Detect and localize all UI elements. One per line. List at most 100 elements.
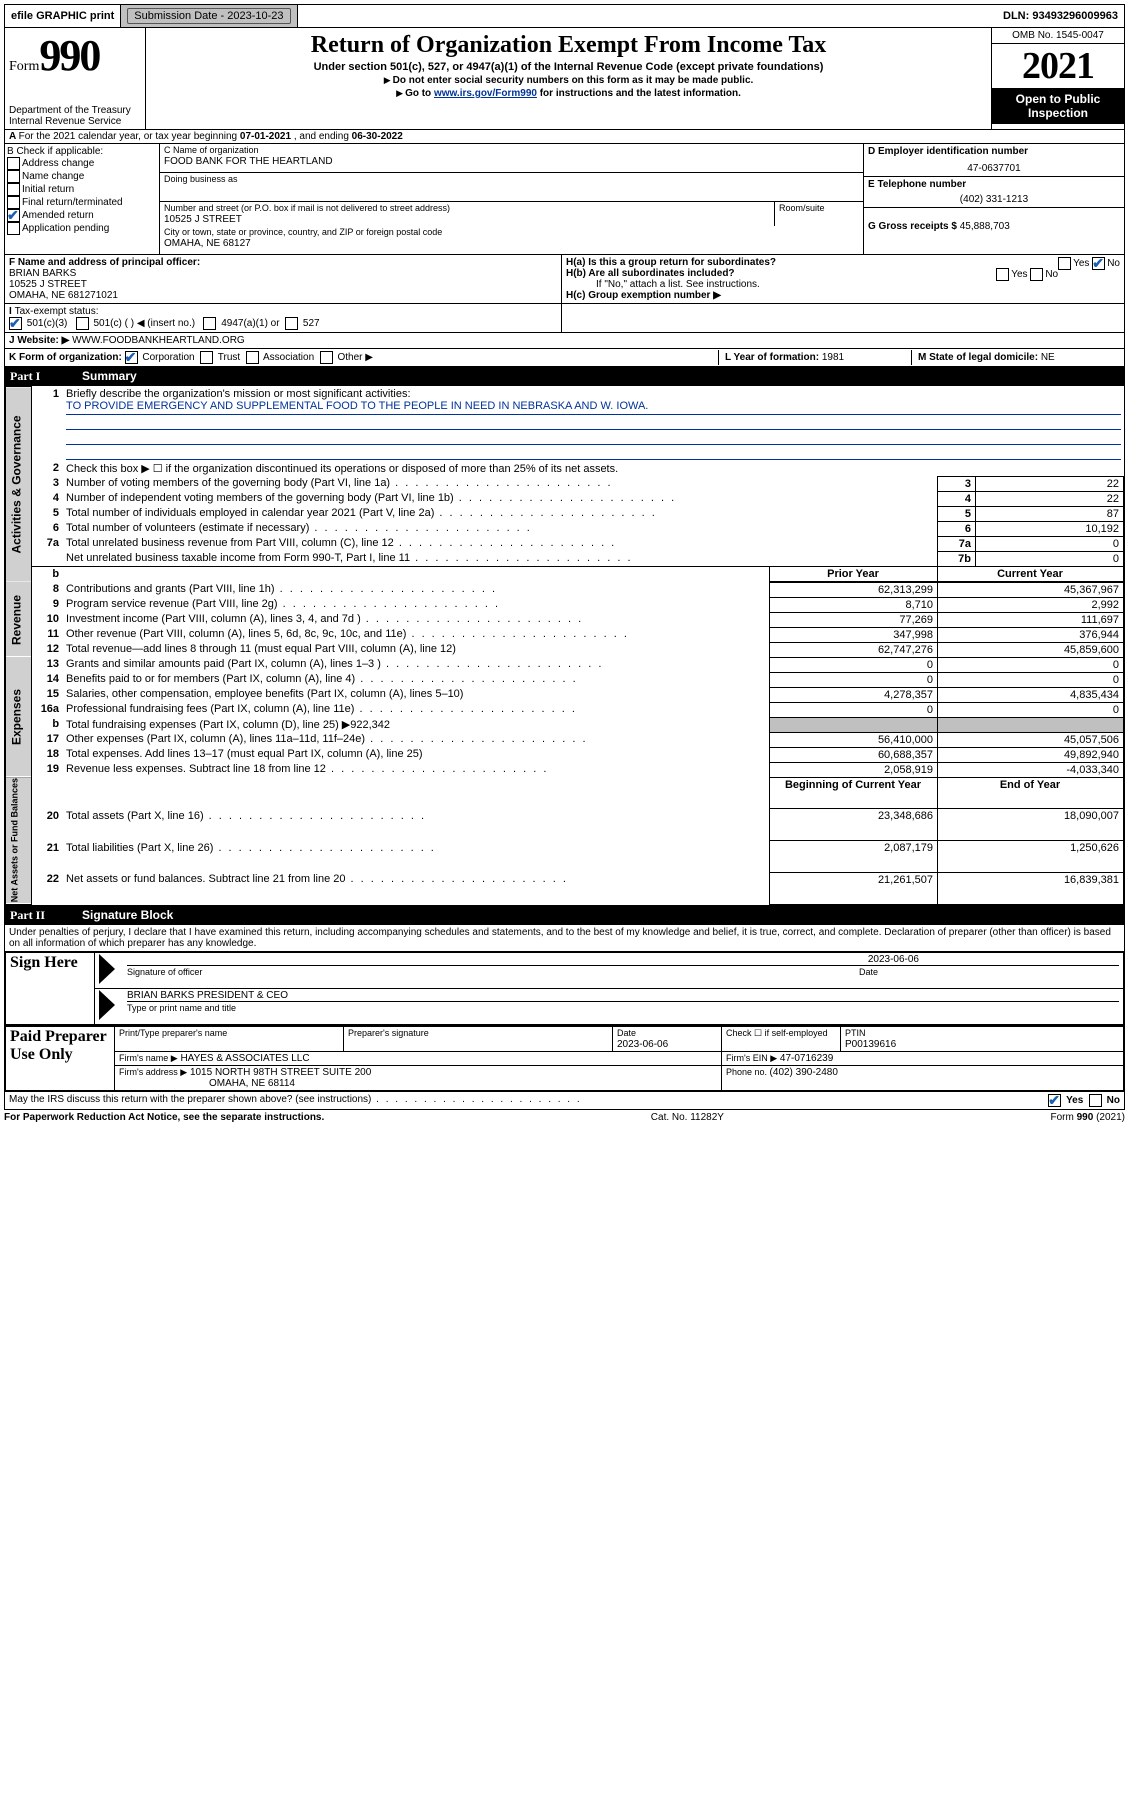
arrow-icon: [99, 954, 115, 984]
chk-amended[interactable]: [7, 209, 20, 222]
chk-trust[interactable]: [200, 351, 213, 364]
phone-label: E Telephone number: [868, 179, 966, 190]
discuss-yes[interactable]: [1048, 1094, 1061, 1107]
chk-initial[interactable]: [7, 183, 20, 196]
chk-4947[interactable]: [203, 317, 216, 330]
dln-cell: DLN: 93493296009963: [997, 5, 1124, 27]
m-label: M State of legal domicile:: [918, 352, 1041, 363]
l21: Total liabilities (Part X, line 26): [66, 842, 213, 854]
chk-assoc[interactable]: [246, 351, 259, 364]
street: 10525 J STREET: [164, 214, 242, 225]
row-i: I Tax-exempt status: 501(c)(3) 501(c) ( …: [4, 304, 1125, 333]
pp-date-val: 2023-06-06: [617, 1039, 668, 1050]
chk-501c3[interactable]: [9, 317, 22, 330]
chk-name[interactable]: [7, 170, 20, 183]
hb-yes[interactable]: [996, 268, 1009, 281]
firm-name: HAYES & ASSOCIATES LLC: [180, 1053, 309, 1064]
omb-number: OMB No. 1545-0047: [992, 28, 1124, 44]
paid-label: Paid Preparer Use Only: [6, 1026, 115, 1090]
block-bcdeg: B Check if applicable: Address change Na…: [4, 144, 1125, 255]
firm-ein: 47-0716239: [780, 1053, 833, 1064]
form-title: Return of Organization Exempt From Incom…: [150, 32, 987, 59]
side-rev: Revenue: [6, 582, 32, 657]
ha-no[interactable]: [1092, 257, 1105, 270]
l10: Investment income (Part VIII, column (A)…: [66, 613, 361, 625]
form-note-2: Go to www.irs.gov/Form990 for instructio…: [150, 88, 987, 99]
dba-label: Doing business as: [164, 174, 238, 184]
l9: Program service revenue (Part VIII, line…: [66, 598, 278, 610]
col-b: B Check if applicable: Address change Na…: [5, 144, 160, 254]
footer-left: For Paperwork Reduction Act Notice, see …: [4, 1112, 324, 1123]
firm-ein-label: Firm's EIN ▶: [726, 1053, 777, 1063]
firm-name-label: Firm's name ▶: [119, 1053, 178, 1063]
hdr-end: End of Year: [938, 777, 1124, 809]
efile-label: efile GRAPHIC print: [5, 5, 121, 27]
tax-status-label: Tax-exempt status:: [15, 306, 99, 317]
declaration: Under penalties of perjury, I declare th…: [4, 925, 1125, 952]
l17: Other expenses (Part IX, column (A), lin…: [66, 733, 365, 745]
chk-address[interactable]: [7, 157, 20, 170]
chk-501c[interactable]: [76, 317, 89, 330]
l3: Number of voting members of the governin…: [66, 477, 390, 489]
officer-addr2: OMAHA, NE 681271021: [9, 290, 118, 301]
paid-preparer-block: Paid Preparer Use Only Print/Type prepar…: [4, 1026, 1125, 1092]
year-formation: 1981: [822, 352, 844, 363]
mission-text: TO PROVIDE EMERGENCY AND SUPPLEMENTAL FO…: [66, 400, 1120, 415]
side-na: Net Assets or Fund Balances: [6, 777, 32, 904]
gross-label: G Gross receipts $: [868, 221, 960, 232]
part1-header: Part ISummary: [4, 367, 1125, 386]
side-exp: Expenses: [6, 657, 32, 777]
chk-pending[interactable]: [7, 222, 20, 235]
sig-officer-label: Signature of officer: [127, 965, 859, 977]
room-label: Room/suite: [779, 203, 825, 213]
l1-label: Briefly describe the organization's miss…: [66, 388, 410, 400]
form-note-1: Do not enter social security numbers on …: [150, 75, 987, 86]
city-label: City or town, state or province, country…: [164, 227, 442, 237]
sign-here-block: Sign Here 2023-06-06 Signature of office…: [4, 952, 1125, 1026]
firm-addr2: OMAHA, NE 68114: [119, 1078, 295, 1089]
l18: Total expenses. Add lines 13–17 (must eq…: [66, 748, 422, 760]
chk-other[interactable]: [320, 351, 333, 364]
l13: Grants and similar amounts paid (Part IX…: [66, 658, 381, 670]
gross-val: 45,888,703: [960, 221, 1010, 232]
l15: Salaries, other compensation, employee b…: [66, 688, 463, 700]
h-b: H(b) Are all subordinates included? Yes …: [566, 268, 1120, 279]
website-link[interactable]: WWW.FOODBANKHEARTLAND.ORG: [72, 335, 245, 346]
ha-yes[interactable]: [1058, 257, 1071, 270]
officer-typed: BRIAN BARKS PRESIDENT & CEO: [127, 990, 1119, 1001]
chk-527[interactable]: [285, 317, 298, 330]
form990-link[interactable]: www.irs.gov/Form990: [434, 88, 537, 99]
discuss-no[interactable]: [1089, 1094, 1102, 1107]
type-name-label: Type or print name and title: [127, 1001, 1119, 1013]
h-c: H(c) Group exemption number ▶: [566, 290, 1120, 301]
l16b: Total fundraising expenses (Part IX, col…: [66, 719, 350, 731]
prep-phone: (402) 390-2480: [770, 1067, 838, 1078]
sign-here-label: Sign Here: [6, 952, 95, 1024]
irs-label: Internal Revenue Service: [9, 116, 141, 127]
discuss-row: May the IRS discuss this return with the…: [4, 1092, 1125, 1110]
hdr-beg: Beginning of Current Year: [770, 777, 938, 809]
firm-addr1: 1015 NORTH 98TH STREET SUITE 200: [190, 1067, 371, 1078]
l19: Revenue less expenses. Subtract line 18 …: [66, 763, 326, 775]
pp-name-label: Print/Type preparer's name: [119, 1028, 227, 1038]
row-j: J Website: ▶ WWW.FOODBANKHEARTLAND.ORG: [4, 333, 1125, 349]
part2-header: Part IISignature Block: [4, 906, 1125, 925]
b-label: B Check if applicable:: [7, 146, 157, 157]
submission-date-button[interactable]: Submission Date - 2023-10-23: [127, 8, 290, 24]
website-label: Website: ▶: [17, 335, 69, 346]
h-a: H(a) Is this a group return for subordin…: [566, 257, 1120, 268]
chk-corp[interactable]: [125, 351, 138, 364]
tax-year: 2021: [992, 44, 1124, 88]
arrow-icon: [99, 990, 115, 1020]
submission-cell: Submission Date - 2023-10-23: [121, 5, 297, 27]
col-c: C Name of organizationFOOD BANK FOR THE …: [160, 144, 863, 254]
l14: Benefits paid to or for members (Part IX…: [66, 673, 355, 685]
ptin-label: PTIN: [845, 1028, 866, 1038]
hdr-prior: Prior Year: [770, 566, 938, 581]
hb-no[interactable]: [1030, 268, 1043, 281]
page-footer: For Paperwork Reduction Act Notice, see …: [4, 1110, 1125, 1125]
l7b: Net unrelated business taxable income fr…: [66, 552, 410, 564]
l7a: Total unrelated business revenue from Pa…: [66, 537, 394, 549]
prep-phone-label: Phone no.: [726, 1067, 770, 1077]
pp-date-label: Date: [617, 1028, 636, 1038]
